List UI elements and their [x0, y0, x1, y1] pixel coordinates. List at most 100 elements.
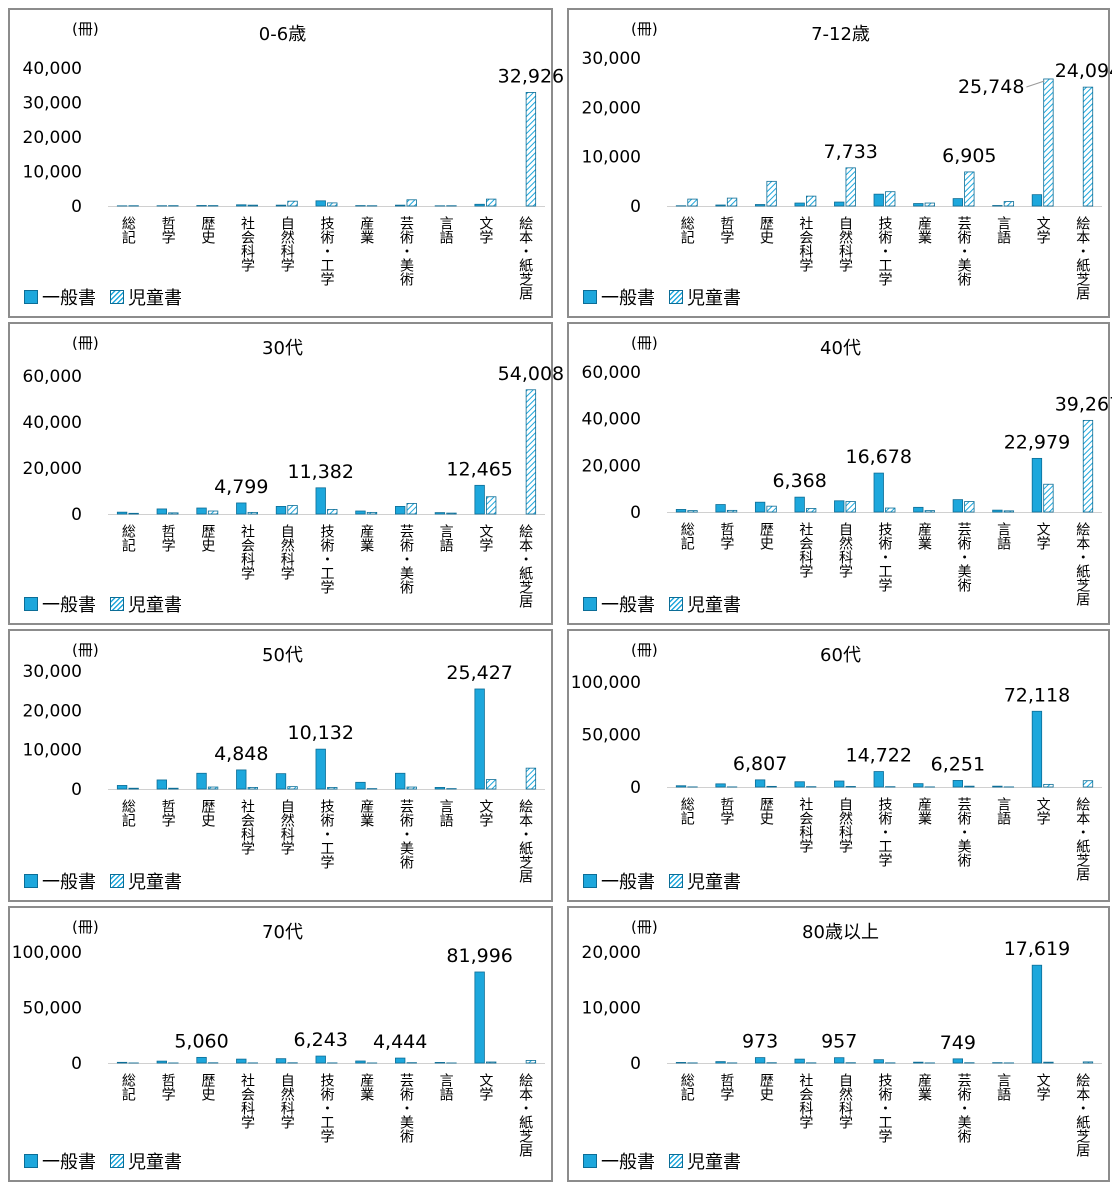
legend-children-label: 児童書 — [128, 595, 182, 616]
bar-general — [913, 783, 924, 788]
bar-children — [964, 501, 975, 513]
legend: 一般書 児童書 — [24, 1148, 196, 1174]
x-tick-label: 芸術・美術 — [398, 799, 414, 870]
bar-general — [315, 200, 326, 207]
bar-children — [327, 787, 338, 790]
x-tick-label: 哲学 — [160, 216, 176, 244]
data-label: 25,748 — [958, 76, 1024, 98]
data-label: 14,722 — [846, 745, 912, 767]
bar-children — [1043, 1061, 1054, 1064]
bar-children — [1043, 78, 1054, 207]
x-tick-label: 歴史 — [758, 522, 774, 551]
bar-general — [754, 779, 766, 788]
x-tick-label: 文学 — [1035, 1073, 1051, 1101]
chart-title: 0-6歳 — [259, 24, 306, 45]
bar-general — [474, 971, 485, 1064]
bar-general — [913, 506, 924, 513]
x-tick-label: 技術・工学 — [877, 216, 893, 286]
legend-general-label: 一般書 — [42, 1152, 96, 1173]
bar-children — [1003, 510, 1015, 513]
x-tick-label: 言語 — [438, 799, 454, 827]
bar-general — [952, 780, 963, 788]
bar-children — [486, 496, 497, 515]
x-tick-label: 自然科学 — [279, 524, 295, 580]
x-tick-label: 絵本・紙芝居 — [517, 799, 533, 883]
x-tick-label: 芸術・美術 — [398, 1073, 414, 1144]
y-unit-label: (冊) — [631, 20, 658, 38]
legend-general-label: 一般書 — [42, 595, 96, 616]
y-tick-label: 10,000 — [582, 999, 641, 1019]
bar-general — [474, 203, 485, 207]
y-unit-label: (冊) — [631, 918, 658, 936]
x-tick-label: 言語 — [438, 524, 454, 552]
bar-general — [434, 787, 446, 790]
legend-general-swatch — [583, 597, 597, 611]
chart-title: 60代 — [820, 645, 861, 666]
chart-svg: 30代 (冊) 0 20,000 40,000 60,000 総記 哲学 歴史 社会科学 自然科学 技… — [23, 334, 565, 608]
bar-children — [446, 512, 457, 515]
bar-general — [474, 484, 485, 515]
data-label: 5,060 — [174, 1030, 228, 1052]
x-tick-label: 絵本・紙芝居 — [517, 216, 533, 300]
y-unit-label: (冊) — [72, 918, 99, 936]
x-tick-label: 絵本・紙芝居 — [1074, 522, 1090, 606]
bar-general — [275, 773, 287, 790]
x-tick-label: 文学 — [477, 524, 493, 552]
x-tick-label: 歴史 — [199, 216, 215, 245]
data-label: 6,243 — [294, 1029, 348, 1051]
chart-svg: 40代 (冊) 0 20,000 40,000 60,000 総記 哲学 歴史 社会科学 自然科学 技… — [582, 334, 1112, 606]
data-label: 973 — [742, 1031, 778, 1053]
bar-general — [794, 1058, 805, 1064]
bar-general — [952, 198, 963, 207]
y-tick-label: 50,000 — [23, 999, 82, 1019]
legend-children-label: 児童書 — [128, 872, 182, 893]
chart-svg: 7-12歳 (冊) 0 10,000 20,000 30,000 総記 哲学 歴史 社会科学 自然科… — [582, 20, 1112, 300]
y-tick-label: 10,000 — [582, 148, 641, 168]
bar-children — [486, 198, 497, 207]
x-tick-label: 歴史 — [199, 1073, 215, 1102]
x-tick-label: 文学 — [477, 216, 493, 244]
bar-children — [247, 787, 258, 790]
y-tick-label: 40,000 — [23, 59, 82, 79]
bar-children — [924, 510, 935, 513]
y-unit-label: (冊) — [72, 641, 99, 659]
y-tick-label: 60,000 — [23, 367, 82, 387]
x-tick-label: 社会科学 — [797, 216, 813, 272]
x-tick-label: 哲学 — [160, 799, 176, 827]
bar-children — [525, 92, 537, 207]
x-tick-label: 絵本・紙芝居 — [1074, 797, 1090, 881]
x-tick-label: 言語 — [995, 522, 1011, 550]
bar-children — [287, 505, 298, 515]
y-tick-label: 0 — [630, 197, 641, 217]
legend-general-swatch — [583, 1154, 597, 1168]
bar-children — [1003, 201, 1015, 207]
bar-children — [806, 508, 817, 513]
bar-general — [754, 501, 766, 513]
chart-title: 50代 — [262, 645, 303, 666]
x-tick-label: 自然科学 — [837, 216, 853, 272]
bar-general — [675, 785, 687, 788]
bar-general — [834, 500, 845, 513]
bar-general — [434, 1062, 446, 1064]
bar-children — [525, 389, 537, 515]
x-tick-label: 言語 — [995, 216, 1011, 244]
bar-children — [406, 786, 417, 790]
bar-children — [1082, 419, 1094, 513]
data-label: 6,905 — [942, 145, 996, 167]
x-tick-label: 歴史 — [758, 216, 774, 245]
x-tick-label: 産業 — [916, 522, 932, 550]
legend-general-swatch — [24, 597, 38, 611]
chart-panel-50s: 50代 (冊) 0 10,000 20,000 30,000 総記 哲学 歴史 社会科学 自然科学 技… — [8, 629, 553, 902]
bar-general — [794, 202, 805, 207]
legend-general-label: 一般書 — [601, 1152, 655, 1173]
x-tick-label: 絵本・紙芝居 — [517, 1073, 533, 1157]
x-tick-label: 文学 — [1035, 216, 1051, 244]
y-tick-label: 0 — [71, 505, 82, 525]
bar-general — [873, 1059, 884, 1064]
x-tick-label: 哲学 — [718, 1073, 734, 1101]
x-tick-label: 産業 — [358, 1073, 374, 1101]
y-tick-label: 0 — [71, 1054, 82, 1074]
y-tick-label: 30,000 — [23, 662, 82, 682]
bar-general — [196, 1056, 207, 1064]
x-tick-label: 総記 — [120, 216, 136, 244]
